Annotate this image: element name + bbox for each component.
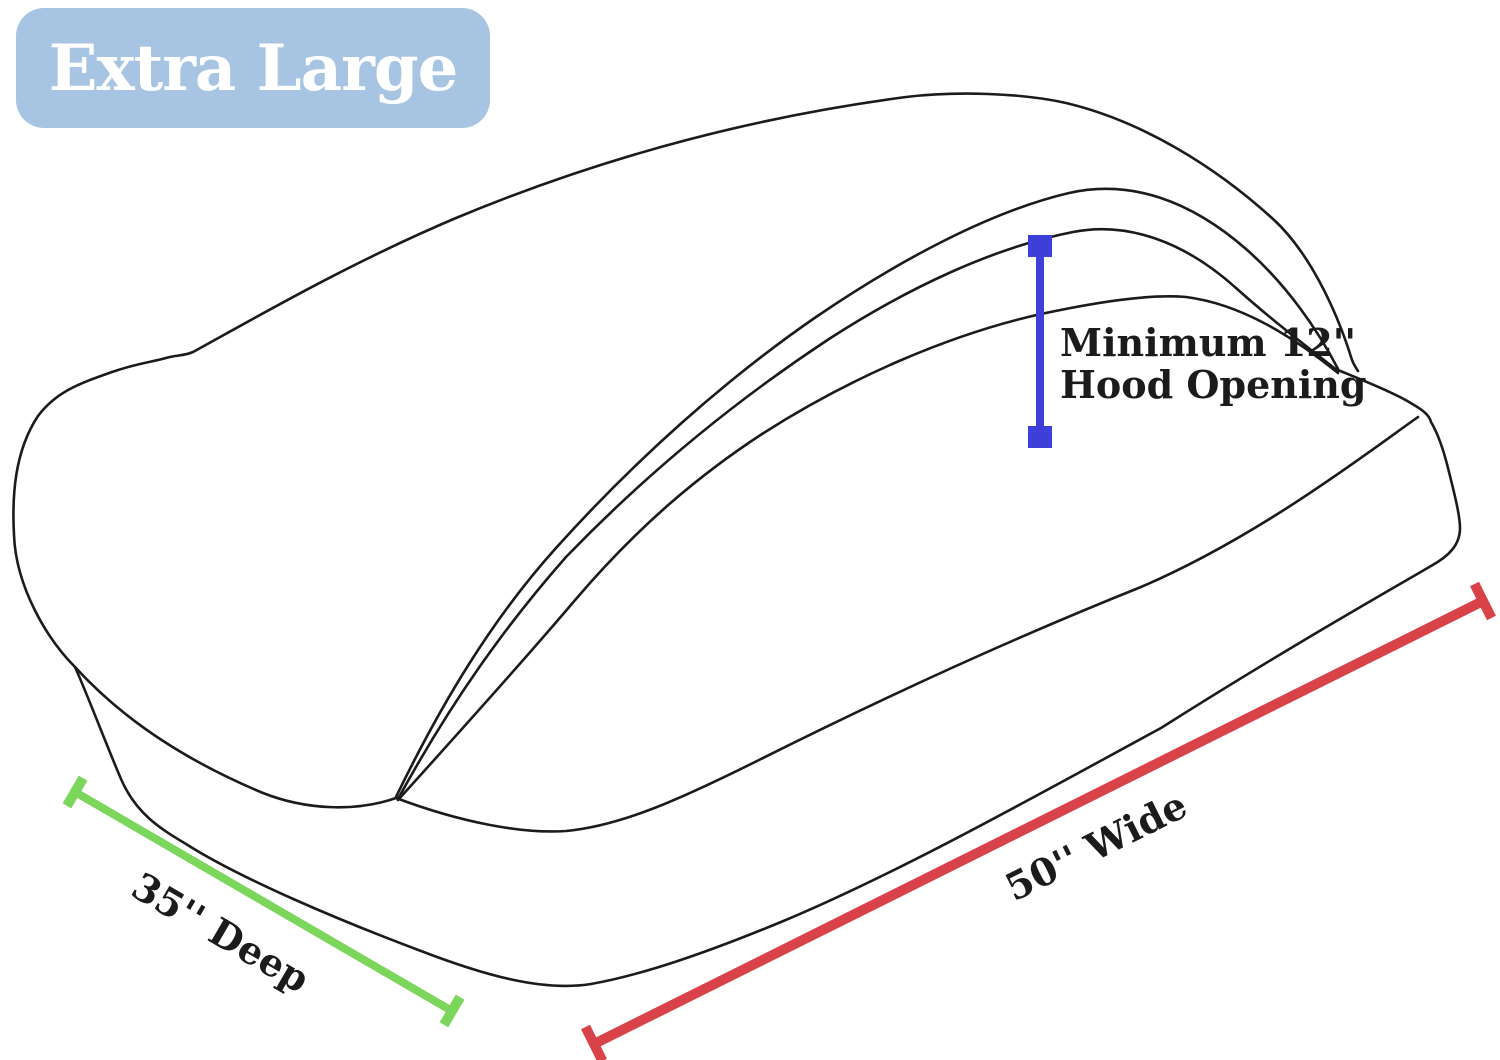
dimension-cap [1470,581,1496,621]
width-dimension: 50'' Wide [581,581,1496,1060]
dimension-cap [581,1024,607,1060]
depth-dimension-line [72,788,455,1015]
dimension-cap [1028,426,1052,448]
hood-opening-label-line2: Hood Opening [1060,362,1367,407]
hood-opening-dimension: Minimum 12'' Hood Opening [1028,235,1367,448]
depth-label: 35'' Deep [124,863,317,1001]
size-badge: Extra Large [16,8,490,128]
hood-opening-label-line1: Minimum 12'' [1060,320,1356,365]
size-badge-background [16,8,490,128]
depth-dimension: 35'' Deep [62,775,465,1028]
bed-outer-silhouette [12,92,1360,669]
dimension-cap [62,775,88,809]
base-left-top-edge [73,665,398,809]
base-outline [73,368,1462,988]
cushion-edge-line [394,415,1420,833]
size-badge-label: Extra Large [49,31,458,106]
hood-opening-edge-line [396,295,1340,802]
hood-outer-rim-line [394,187,1340,799]
hood-inner-rim-line [396,227,1340,801]
width-dimension-line [591,596,1486,1049]
dimension-cap [1028,235,1052,257]
bed-drawing [12,92,1462,988]
dimension-cap [439,994,465,1028]
